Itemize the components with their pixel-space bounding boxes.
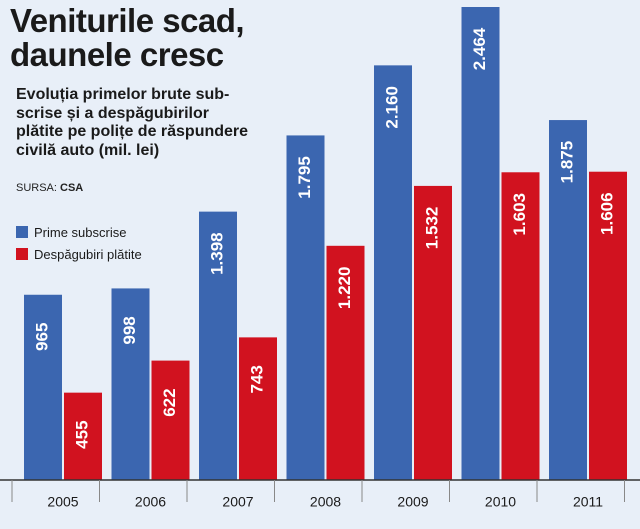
- bar-claims-2011: [589, 171, 627, 480]
- bar-premiums-2006: [111, 288, 150, 480]
- bar-label-claims-2009: 1.532: [422, 207, 441, 250]
- bar-premiums-2010: [461, 7, 500, 480]
- bar-label-claims-2006: 622: [160, 388, 179, 416]
- bar-label-premiums-2007: 1.398: [207, 232, 226, 275]
- legend-item-premiums: Prime subscrise: [16, 221, 142, 243]
- bar-claims-2005: [64, 392, 102, 480]
- x-tick-label-2007: 2007: [222, 494, 253, 510]
- bar-label-claims-2008: 1.220: [335, 267, 354, 310]
- bar-label-premiums-2006: 998: [120, 316, 139, 344]
- x-tick-label-2006: 2006: [135, 494, 166, 510]
- bar-claims-2007: [239, 337, 277, 480]
- x-tick-label-2005: 2005: [47, 494, 78, 510]
- source-label: SURSA:: [16, 182, 57, 194]
- bar-label-claims-2005: 455: [72, 420, 91, 448]
- chart-title: Veniturile scad, daunele cresc: [10, 2, 245, 73]
- x-tick-label-2011: 2011: [573, 494, 603, 510]
- source-name: CSA: [60, 182, 84, 194]
- chart-subtitle: Evoluția primelor brute sub- scrise și a…: [16, 86, 249, 159]
- bar-premiums-2011: [549, 120, 587, 481]
- legend-swatch-premiums: [16, 226, 28, 238]
- x-tick-label-2009: 2009: [397, 494, 428, 510]
- bar-premiums-2005: [24, 294, 62, 480]
- legend-item-claims: Despăgubiri plătite: [16, 243, 142, 265]
- legend-label-claims: Despăgubiri plătite: [34, 246, 142, 262]
- bar-label-premiums-2011: 1.875: [557, 141, 576, 184]
- x-tick-label-2008: 2008: [310, 494, 341, 510]
- bar-label-premiums-2010: 2.464: [470, 27, 489, 70]
- bar-claims-2006: [151, 360, 190, 480]
- bar-premiums-2007: [199, 211, 237, 481]
- bar-claims-2009: [414, 185, 452, 481]
- bar-premiums-2008: [286, 135, 325, 480]
- legend-swatch-claims: [16, 248, 28, 260]
- legend: Prime subscrise Despăgubiri plătite: [16, 221, 142, 265]
- x-tick-label-2010: 2010: [485, 494, 516, 510]
- bar-label-claims-2011: 1.606: [597, 192, 616, 235]
- bar-label-premiums-2005: 965: [32, 323, 51, 351]
- bar-claims-2008: [326, 245, 365, 480]
- legend-label-premiums: Prime subscrise: [34, 224, 127, 240]
- bar-label-claims-2007: 743: [247, 365, 266, 393]
- bar-label-premiums-2008: 1.795: [295, 156, 314, 199]
- source-note: SURSA: CSA: [16, 182, 83, 194]
- bar-label-claims-2010: 1.603: [510, 193, 529, 236]
- bar-claims-2010: [501, 172, 540, 480]
- bar-label-premiums-2009: 2.160: [382, 86, 401, 129]
- bar-premiums-2009: [374, 65, 412, 480]
